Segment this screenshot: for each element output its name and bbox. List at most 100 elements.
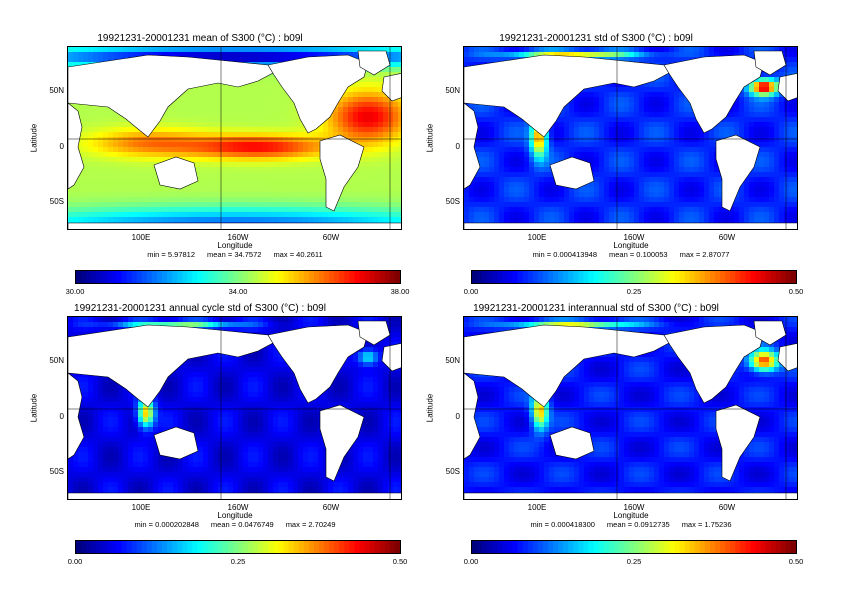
colorbar-max-label: 38.00 xyxy=(390,287,410,296)
colorbar-swatch xyxy=(76,541,82,553)
colorbar-swatch xyxy=(349,271,355,283)
colorbar-swatch xyxy=(394,271,400,283)
colorbar-swatch xyxy=(187,271,193,283)
land-australia xyxy=(153,156,199,190)
stats-line: min = 0.000418300 mean = 0.0912735 max = 1… xyxy=(396,520,841,529)
x-tick-100e: 100E xyxy=(131,503,151,512)
colorbar-swatch xyxy=(730,271,736,283)
colorbar-swatch xyxy=(182,541,188,553)
colorbar-swatch xyxy=(268,271,274,283)
colorbar-swatch xyxy=(568,271,574,283)
stat-mean: mean = 0.0476749 xyxy=(210,520,274,529)
colorbar-swatch xyxy=(248,271,254,283)
colorbar-swatch xyxy=(177,271,183,283)
land-greenland xyxy=(357,320,391,346)
colorbar-swatch xyxy=(197,271,204,283)
map-svg xyxy=(68,47,401,229)
stat-min: min = 5.97812 xyxy=(147,250,196,259)
land-antarctica xyxy=(68,492,401,499)
x-tick-60w: 60W xyxy=(322,503,340,512)
colorbar-swatch xyxy=(167,271,173,283)
map-annual-cycle-std xyxy=(67,316,402,500)
colorbar-swatch xyxy=(151,541,158,553)
colorbar-swatch xyxy=(212,271,219,283)
colorbar-swatch xyxy=(507,541,513,553)
colorbar-swatch xyxy=(790,541,796,553)
colorbar-swatch xyxy=(81,541,87,553)
colorbar-swatch xyxy=(512,541,519,553)
colorbar-swatch xyxy=(374,541,381,553)
colorbar-svg xyxy=(472,271,796,283)
colorbar-swatch xyxy=(207,271,214,283)
colorbar-swatch xyxy=(603,541,610,553)
y-tick-50n: 50N xyxy=(445,86,460,95)
colorbar-swatch xyxy=(146,271,153,283)
colorbar-swatch xyxy=(253,271,259,283)
colorbar-max-label: 0.50 xyxy=(788,557,804,566)
colorbar-swatch xyxy=(775,271,782,283)
colorbar-swatch xyxy=(618,541,625,553)
colorbar-swatch xyxy=(334,271,340,283)
colorbar-swatch xyxy=(384,541,391,553)
x-tick-100e: 100E xyxy=(527,233,547,242)
map-std xyxy=(463,46,798,230)
colorbar-swatch xyxy=(344,271,350,283)
colorbar-swatch xyxy=(344,541,350,553)
colorbar-mid-label: 0.25 xyxy=(626,287,642,296)
colorbar-swatch xyxy=(248,541,254,553)
panel-interannual-std: 19921231-20001231 interannual std of S30… xyxy=(396,270,804,570)
x-tick-60w: 60W xyxy=(718,233,736,242)
colorbar-swatch xyxy=(389,271,396,283)
land-europe xyxy=(381,343,401,372)
colorbar-swatch xyxy=(790,271,796,283)
colorbar-swatch xyxy=(750,271,756,283)
colorbar-swatch xyxy=(192,541,198,553)
panel-title: 19921231-20001231 annual cycle std of S3… xyxy=(74,303,326,314)
y-tick-0: 0 xyxy=(59,412,64,421)
colorbar-swatch xyxy=(359,541,366,553)
colorbar-swatch xyxy=(177,541,183,553)
colorbar-swatch xyxy=(704,541,711,553)
colorbar-swatch xyxy=(472,541,478,553)
colorbar-swatch xyxy=(258,271,264,283)
colorbar-swatch xyxy=(91,271,97,283)
colorbar-swatch xyxy=(232,541,239,553)
colorbar-swatch xyxy=(131,541,138,553)
land-north-america xyxy=(663,324,765,404)
colorbar-swatch xyxy=(116,541,123,553)
colorbar-swatch xyxy=(735,541,741,553)
colorbar-swatch xyxy=(704,271,711,283)
land-north-america xyxy=(663,54,765,134)
colorbar-swatch xyxy=(639,271,645,283)
colorbar-swatch xyxy=(608,271,615,283)
land-europe xyxy=(777,343,797,372)
x-tick-160w: 160W xyxy=(623,233,645,242)
colorbar-swatch xyxy=(689,541,696,553)
colorbar-swatch xyxy=(288,271,295,283)
colorbar-swatch xyxy=(324,271,330,283)
panel-title: 19921231-20001231 std of S300 (°C) : b09… xyxy=(499,33,693,44)
colorbar-swatch xyxy=(268,541,274,553)
colorbar-swatch xyxy=(583,271,589,283)
colorbar-swatch xyxy=(785,271,792,283)
land-europe xyxy=(777,73,797,102)
colorbar-swatch xyxy=(522,541,529,553)
stat-min: min = 0.000418300 xyxy=(530,520,595,529)
x-axis-label: Longitude xyxy=(613,241,649,250)
colorbar-swatch xyxy=(374,271,381,283)
x-tick-60w: 60W xyxy=(718,503,736,512)
stat-max: max = 40.2611 xyxy=(273,250,323,259)
colorbar-swatch xyxy=(369,271,376,283)
colorbar-swatch xyxy=(384,271,391,283)
colorbar-swatch xyxy=(167,541,173,553)
colorbar-mid-label: 0.25 xyxy=(230,557,246,566)
colorbar-swatch xyxy=(349,541,355,553)
colorbar-swatch xyxy=(760,541,767,553)
colorbar-swatch xyxy=(785,541,792,553)
colorbar-swatch xyxy=(146,541,153,553)
land-antarctica xyxy=(464,222,797,229)
colorbar-swatch xyxy=(699,271,706,283)
colorbar-swatch xyxy=(308,271,315,283)
colorbar-swatch xyxy=(674,541,681,553)
land-south-america xyxy=(319,404,365,482)
